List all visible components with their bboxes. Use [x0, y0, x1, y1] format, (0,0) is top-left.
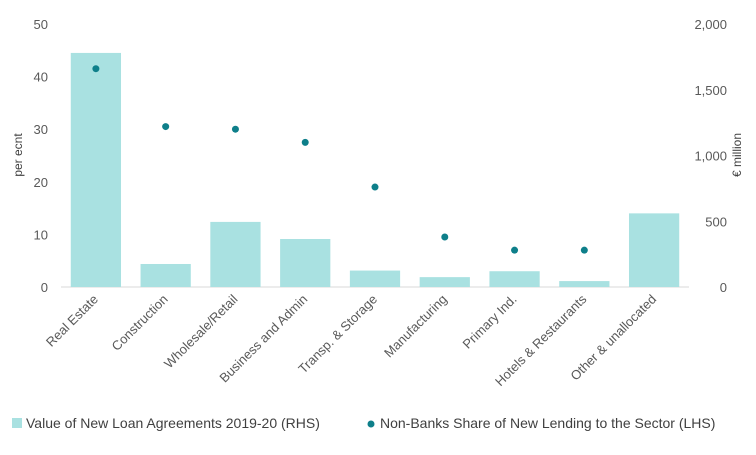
- left-axis-ticks: 0 10 20 30 40 50: [34, 17, 48, 295]
- bar: [280, 239, 331, 287]
- legend-bar-swatch: [12, 418, 22, 428]
- bar: [349, 270, 401, 287]
- data-point: [511, 246, 519, 254]
- legend-point-label: Non-Banks Share of New Lending to the Se…: [380, 415, 715, 431]
- left-axis-title: per ecnt: [11, 133, 25, 177]
- right-tick-label: 2,000: [694, 17, 727, 32]
- left-tick-label: 20: [34, 175, 48, 190]
- bar: [489, 271, 540, 287]
- legend-item-bars: Value of New Loan Agreements 2019-20 (RH…: [12, 415, 320, 431]
- legend-item-points: Non-Banks Share of New Lending to the Se…: [367, 415, 715, 431]
- right-axis-title: € million: [730, 133, 744, 177]
- data-point: [441, 233, 449, 241]
- bar: [140, 263, 191, 287]
- right-tick-label: 1,500: [694, 83, 727, 98]
- category-labels: Real Estate ConstructionWholesale/RetailB…: [43, 291, 659, 389]
- left-tick-label: 30: [34, 122, 48, 137]
- left-tick-label: 40: [34, 70, 48, 85]
- bar: [628, 213, 680, 287]
- left-tick-label: 50: [34, 17, 48, 32]
- bar: [70, 52, 122, 288]
- left-tick-label: 0: [41, 280, 48, 295]
- data-point: [231, 125, 239, 133]
- right-axis-ticks: 0 500 1,000 1,500 2,000: [694, 17, 727, 295]
- data-point: [301, 138, 309, 146]
- bar: [559, 281, 610, 287]
- category-label: Wholesale/Retail: [161, 291, 241, 371]
- bar: [210, 221, 261, 287]
- legend-bar-label: Value of New Loan Agreements 2019-20 (RH…: [26, 415, 320, 431]
- legend-dot-swatch: [367, 420, 375, 428]
- category-label: Primary Ind.: [460, 292, 520, 352]
- category-label: Real Estate: [43, 292, 101, 350]
- data-point: [371, 183, 379, 191]
- bar-series: [70, 52, 680, 288]
- right-tick-label: 0: [720, 280, 727, 295]
- right-tick-label: 500: [705, 214, 727, 229]
- data-point: [580, 246, 588, 254]
- data-point: [92, 65, 100, 73]
- bar: [419, 277, 470, 287]
- data-point: [162, 123, 170, 131]
- legend: Value of New Loan Agreements 2019-20 (RH…: [12, 415, 715, 431]
- right-tick-label: 1,000: [694, 149, 727, 164]
- scatter-series: [92, 65, 588, 254]
- category-label: Construction: [109, 292, 171, 354]
- category-label: Manufacturing: [381, 292, 450, 361]
- left-tick-label: 10: [34, 227, 48, 242]
